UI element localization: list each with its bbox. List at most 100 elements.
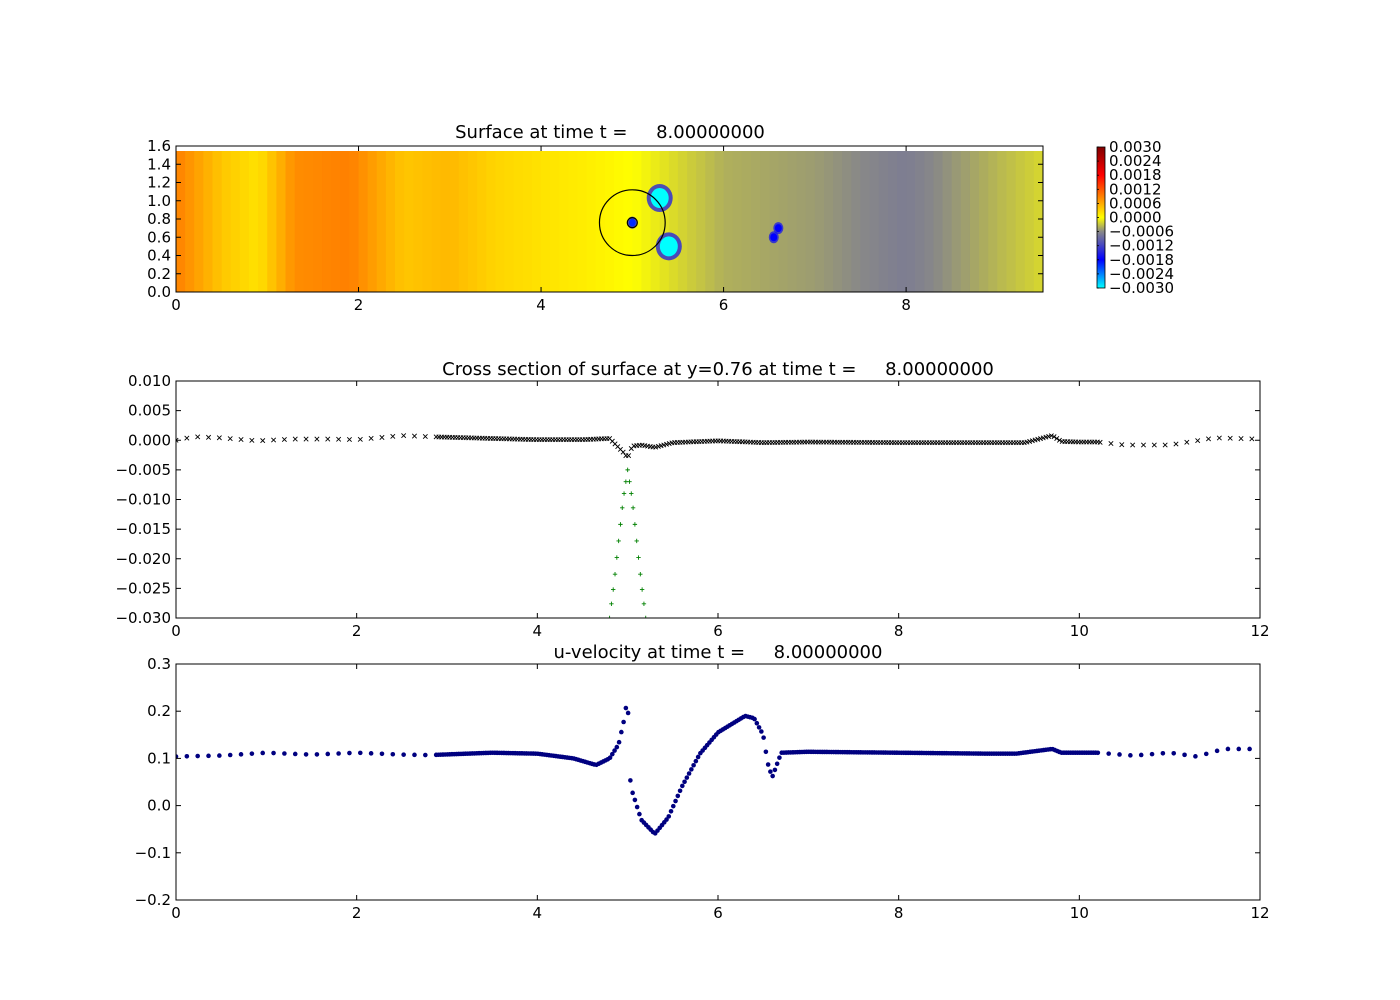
x-tick-label: 6: [719, 296, 729, 314]
data-point: [621, 719, 626, 725]
data-point: [1138, 752, 1144, 758]
data-point: [626, 453, 632, 459]
heatmap-cell: [349, 151, 360, 292]
data-point: [772, 767, 778, 773]
data-point: [314, 752, 320, 757]
heatmap-cell: [979, 151, 989, 292]
colorbar-label: 0.0000: [1109, 209, 1162, 227]
data-point: [628, 778, 633, 783]
heatmap-cell: [988, 151, 998, 292]
y-tick-label: 1.6: [147, 137, 171, 155]
data-point: [281, 436, 287, 443]
data-point: [325, 751, 331, 757]
x-tick-label: 12: [1250, 622, 1269, 640]
x-tick-label: 6: [713, 622, 723, 640]
heatmap-cell: [577, 151, 588, 292]
y-tick-label: 1.2: [147, 174, 171, 192]
cross-section-marks: [176, 433, 1255, 618]
data-point: [379, 434, 385, 440]
data-point: [668, 808, 674, 814]
x-tick-label: 8: [894, 622, 904, 640]
heatmap-cell: [431, 151, 442, 292]
heatmap-image: [176, 151, 1043, 292]
heatmap-cell: [641, 151, 652, 292]
data-point: [637, 811, 642, 817]
data-point: [1162, 442, 1168, 448]
heatmap-cell: [185, 151, 195, 292]
data-point: [763, 749, 769, 755]
data-point: [217, 753, 222, 758]
data-point: [630, 505, 636, 510]
y-tick-label: 0.2: [147, 702, 171, 720]
data-point: [636, 555, 641, 560]
heatmap-cell: [942, 151, 953, 292]
data-point: [184, 753, 190, 759]
heatmap-cell: [422, 151, 433, 292]
heatmap-cell: [194, 151, 204, 292]
heatmap-cell: [294, 151, 305, 292]
x-tick-label: 12: [1250, 904, 1269, 922]
data-point: [638, 571, 643, 577]
heatmap-cell: [212, 151, 223, 292]
heatmap-feature: [650, 188, 669, 209]
data-point: [336, 751, 341, 756]
data-point: [1128, 753, 1133, 758]
data-point: [303, 436, 309, 442]
data-point: [368, 751, 374, 756]
y-tick-label: 0.4: [147, 247, 171, 265]
heatmap-cell: [915, 151, 925, 292]
x-tick-label: 4: [533, 904, 543, 922]
data-point: [390, 751, 396, 757]
heatmap-cell: [367, 151, 378, 292]
data-point: [752, 716, 757, 722]
heatmap-cell: [559, 151, 570, 292]
data-point: [756, 725, 762, 730]
heatmap-cell: [322, 151, 332, 292]
data-point: [238, 752, 244, 757]
data-point: [765, 762, 771, 767]
data-point: [619, 729, 624, 735]
data-point: [347, 750, 352, 756]
data-point: [774, 761, 780, 767]
heatmap-cell: [787, 151, 798, 292]
data-point: [216, 435, 222, 441]
heatmap-cell: [842, 151, 852, 292]
heatmap-cell: [221, 151, 232, 292]
heatmap-cell: [331, 151, 341, 292]
data-point: [249, 751, 255, 756]
data-point: [390, 433, 396, 439]
data-point: [1054, 435, 1060, 441]
y-tick-label: −0.015: [115, 520, 171, 538]
heatmap-cell: [869, 151, 880, 292]
heatmap-cell: [230, 151, 241, 292]
y-tick-label: 0.0: [147, 797, 171, 815]
y-tick-label: 1.0: [147, 192, 171, 210]
data-point: [1051, 434, 1057, 440]
data-point: [612, 571, 618, 577]
u-velocity-marks: [176, 705, 1252, 836]
data-point: [759, 729, 764, 734]
heatmap-cell: [249, 151, 259, 292]
heatmap-cell: [449, 151, 460, 292]
heatmap-cell: [1033, 151, 1043, 292]
heatmap-cell: [778, 151, 789, 292]
heatmap-cell: [1024, 151, 1035, 292]
obstacle-circle: [598, 189, 666, 257]
data-point: [1247, 746, 1252, 752]
data-point: [423, 752, 428, 758]
heatmap-cell: [340, 151, 350, 292]
data-point: [1140, 442, 1146, 448]
data-point: [1106, 751, 1111, 756]
heatmap-cell: [677, 151, 688, 292]
colorbar-label: 0.0012: [1109, 180, 1162, 198]
data-point: [614, 744, 620, 750]
data-point: [260, 750, 266, 756]
data-point: [260, 438, 266, 444]
data-point: [632, 522, 638, 527]
data-point: [1249, 436, 1255, 442]
colorbar-labels: 0.00300.00240.00180.00120.00060.0000−0.0…: [1097, 138, 1174, 297]
colorbar-label: 0.0006: [1109, 194, 1162, 212]
heatmap-cell: [312, 151, 323, 292]
data-point: [1193, 754, 1198, 759]
data-point: [411, 433, 417, 439]
